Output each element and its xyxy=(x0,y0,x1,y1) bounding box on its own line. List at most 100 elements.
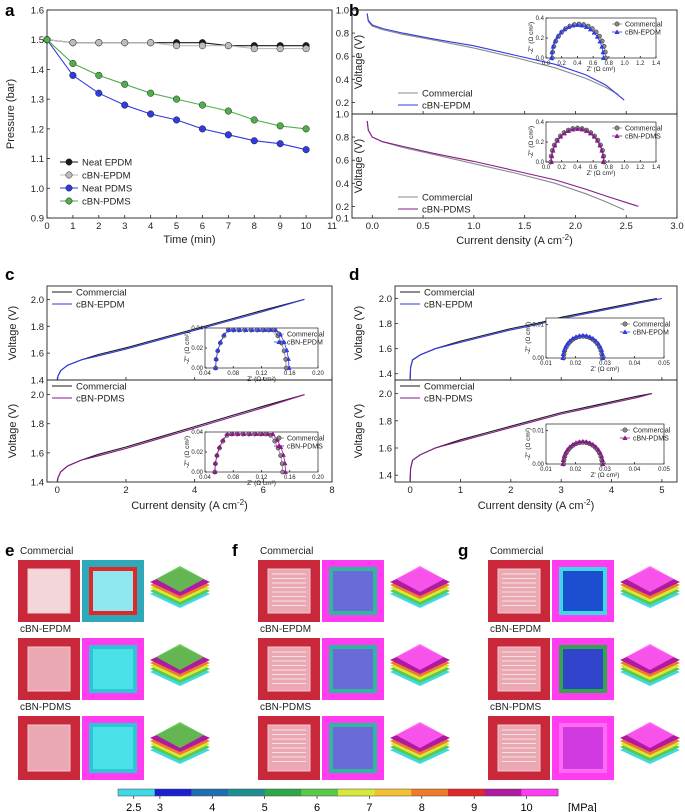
inset-point-1 xyxy=(212,460,218,466)
inset-legend-marker-1 xyxy=(614,133,620,139)
series-point-1 xyxy=(198,42,207,50)
inset-point-1 xyxy=(576,333,582,338)
film-center xyxy=(93,571,133,611)
inset-point-1 xyxy=(561,26,567,32)
subplot-ylabel: Voltage (V) xyxy=(353,139,365,193)
inset-point-1 xyxy=(214,452,220,457)
legend-label-0: Commercial xyxy=(424,382,475,393)
sub-0-ytick-label: 0.4 xyxy=(336,75,349,86)
photo-active-area xyxy=(27,646,71,692)
legend-label-2: Neat PDMS xyxy=(82,183,132,194)
inset-point-1 xyxy=(561,347,567,353)
pressure-3d xyxy=(390,566,450,608)
series-point-3 xyxy=(69,59,77,68)
inset-xtick-label: 0.03 xyxy=(599,467,611,473)
inset-xtick-label: 0.6 xyxy=(589,61,598,67)
pressure-map-group-e: Commercial cBN-EPDM cBN-PDMS xyxy=(18,546,210,780)
inset-ytick-label: 0.4 xyxy=(536,120,545,126)
pressure-map-label: cBN-EPDM xyxy=(20,624,71,635)
inset-chart: 0.0 0.2 0.4 0.6 0.8 1.0 1.2 1.4 0.0 0.2 0.4 Z' (Ω c… xyxy=(528,120,663,177)
inset-point-1 xyxy=(595,340,601,346)
inset-point-1 xyxy=(583,24,589,29)
chart-a-frame xyxy=(46,9,333,219)
inset-ytick-label: 0.0 xyxy=(536,160,545,166)
inset-point-1 xyxy=(558,134,564,139)
sample-photo xyxy=(18,716,80,780)
series-point-3 xyxy=(250,116,258,124)
sub-1-xtick-label: 3 xyxy=(559,485,564,496)
inset-point-1 xyxy=(241,431,247,436)
series-point-2 xyxy=(172,116,181,124)
inset-point-1 xyxy=(562,344,569,349)
pressure-film xyxy=(82,560,144,622)
sub-1-xtick-label: 6 xyxy=(261,485,266,496)
surface-top xyxy=(626,722,674,748)
inset-xtick-label: 0.8 xyxy=(605,61,614,67)
series-point-3 xyxy=(172,95,181,103)
legend-label-1: cBN-EPDM xyxy=(424,300,473,311)
film-center xyxy=(93,727,133,769)
sub-1-xtick-label: 2.0 xyxy=(569,221,582,232)
series-line-1 xyxy=(56,394,305,483)
series-point-3 xyxy=(302,125,310,133)
inset-xtick-label: 0.6 xyxy=(589,165,598,171)
series-point-2 xyxy=(302,146,310,154)
xlabel-sup: -2 xyxy=(237,498,245,507)
series-point-2 xyxy=(198,125,207,133)
inset-point-1 xyxy=(600,153,606,159)
inset-point-1 xyxy=(574,126,580,131)
inset-point-1 xyxy=(217,444,223,449)
inset-point-1 xyxy=(558,30,564,35)
inset-legend-marker-0 xyxy=(622,321,628,327)
legend-label-1: cBN-PDMS xyxy=(422,205,471,216)
inset-point-1 xyxy=(561,453,567,459)
surface-top xyxy=(396,566,444,592)
inset-xtick-label: 0.2 xyxy=(558,165,567,171)
panel-label-g: g xyxy=(458,541,468,560)
colorbar-segment xyxy=(264,789,302,796)
xlabel-main: Current density (A cm xyxy=(131,500,237,512)
inset-xtick-label: 0.04 xyxy=(629,467,641,473)
subplot-ylabel: Voltage (V) xyxy=(353,404,365,458)
inset-legend-marker-1 xyxy=(622,329,628,335)
colorbar-segment xyxy=(228,789,266,796)
colorbar-tick-label: 3 xyxy=(157,802,163,812)
pressure-film xyxy=(322,638,384,700)
inset-point-1 xyxy=(274,437,280,442)
inset-point-1 xyxy=(230,431,236,436)
inset-xtick-label: 1.2 xyxy=(636,61,645,67)
chart-a-xtick-label: 0 xyxy=(44,221,49,232)
inset-xtick-label: 0.01 xyxy=(540,361,552,367)
inset-point-1 xyxy=(566,24,572,29)
chart-b: 1.0 0.8 0.6 0.4 0.2 Voltage (V) Commercial cBN-… xyxy=(336,6,684,248)
colorbar-segment xyxy=(521,789,559,796)
inset-point-1 xyxy=(243,327,249,332)
sub-1-xtick-label: 5 xyxy=(659,485,664,496)
xlabel-close: ) xyxy=(244,500,248,512)
subplot-ylabel: Voltage (V) xyxy=(353,306,365,360)
inset-point-1 xyxy=(550,44,556,49)
inset-xtick-label: 0.04 xyxy=(199,371,211,377)
pressure-map-label: cBN-EPDM xyxy=(260,624,311,635)
inset-xtick-label: 1.0 xyxy=(620,165,629,171)
inset-point-1 xyxy=(548,55,555,60)
inset-ytick-label: 0.0 xyxy=(536,56,545,62)
subplot-ylabel: Voltage (V) xyxy=(7,404,19,458)
sub-1-xtick-label: 0 xyxy=(55,485,60,496)
inset-chart: 0.04 0.08 0.12 0.16 0.20 0.00 0.02 0.04 Z' (Ω cm… xyxy=(184,326,325,383)
sub-0-ytick-label: 1.8 xyxy=(379,319,392,330)
sample-photo xyxy=(488,638,550,700)
inset-legend-label-1: cBN-PDMS xyxy=(625,133,661,140)
legend-label-3: cBN-PDMS xyxy=(82,196,131,207)
pressure-map-label: Commercial xyxy=(260,546,313,557)
pressure-3d xyxy=(150,722,210,764)
inset-legend-label-0: Commercial xyxy=(625,21,663,28)
surface-top xyxy=(626,566,674,592)
sub-0-ytick-label: 1.4 xyxy=(31,376,44,387)
inset-point-1 xyxy=(580,438,586,444)
inset-ytick-label: 0.04 xyxy=(191,430,203,436)
photo-active-area xyxy=(267,646,311,692)
pressure-3d xyxy=(150,644,210,686)
